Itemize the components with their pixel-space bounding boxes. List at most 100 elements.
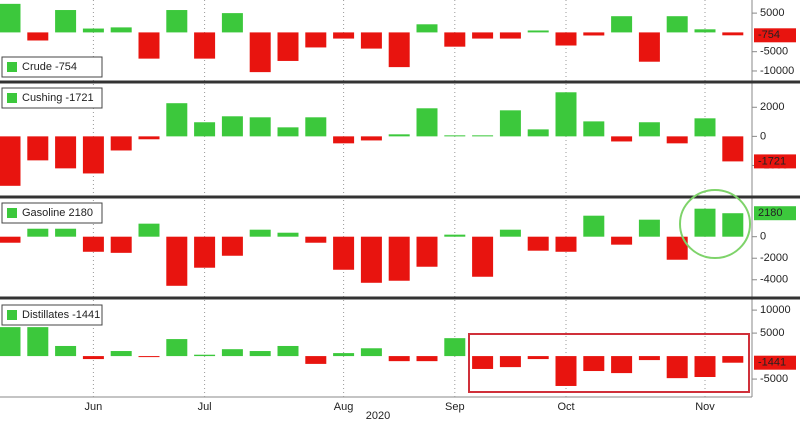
- highlight-circle: [679, 189, 751, 259]
- bar: [333, 32, 355, 39]
- bar: [110, 351, 132, 357]
- y-tick-label: -10000: [760, 65, 794, 77]
- bar: [277, 232, 299, 237]
- bar: [611, 236, 633, 245]
- legend-name: Cushing: [22, 92, 62, 104]
- bar: [555, 32, 577, 46]
- value-label-box: [754, 355, 796, 370]
- bar: [166, 236, 188, 286]
- x-tick-label: Aug: [334, 401, 354, 413]
- bar: [333, 353, 355, 357]
- bar: [638, 122, 660, 137]
- value-label-box: [754, 154, 796, 169]
- panel-separator: [0, 195, 800, 199]
- bar: [194, 236, 216, 268]
- legend-value: -754: [55, 61, 77, 73]
- legend-value: -1721: [65, 92, 93, 104]
- panel-separator: [0, 296, 800, 300]
- bar: [499, 110, 521, 137]
- bar: [166, 103, 188, 137]
- bar: [194, 122, 216, 137]
- legend-swatch: [7, 310, 17, 320]
- bar: [472, 236, 494, 277]
- bar: [583, 32, 605, 36]
- bar: [55, 345, 77, 357]
- bar: [527, 356, 549, 360]
- bar: [277, 345, 299, 357]
- bar: [611, 356, 633, 374]
- bar: [166, 10, 188, 33]
- bar: [666, 16, 688, 33]
- y-tick-label: 0: [760, 231, 766, 243]
- y-tick-label: 2000: [760, 101, 784, 113]
- bar: [388, 356, 410, 362]
- bar: [305, 236, 327, 243]
- bar: [27, 228, 49, 237]
- bar: [360, 136, 382, 141]
- legend-box: [1, 87, 103, 109]
- legend-name: Distillates: [22, 309, 70, 321]
- bar: [444, 32, 466, 47]
- bar: [82, 356, 104, 360]
- bar: [555, 236, 577, 252]
- bar: [638, 32, 660, 62]
- bar: [416, 108, 438, 137]
- bar: [722, 32, 744, 36]
- bar: [221, 236, 243, 256]
- legend-value: 2180: [68, 207, 92, 219]
- bar: [110, 27, 132, 33]
- bar: [194, 32, 216, 59]
- bar: [666, 356, 688, 379]
- bar: [694, 118, 716, 137]
- y-tick-label: 5000: [760, 327, 784, 339]
- x-tick-label: Sep: [445, 401, 465, 413]
- bar: [27, 327, 49, 357]
- value-label-box: [754, 206, 796, 221]
- bar: [388, 32, 410, 68]
- bar: [249, 229, 271, 237]
- bar: [472, 356, 494, 369]
- bar: [27, 136, 49, 161]
- y-tick-label: 5000: [760, 7, 784, 19]
- bar: [138, 223, 160, 237]
- value-label: -1441: [758, 357, 786, 369]
- bar: [583, 356, 605, 372]
- bar: [499, 229, 521, 237]
- legend-box: [1, 56, 103, 78]
- bar: [499, 32, 521, 39]
- bar: [638, 219, 660, 237]
- x-tick-label: Jun: [85, 401, 103, 413]
- legend-swatch: [7, 208, 17, 218]
- bar: [82, 136, 104, 174]
- bar: [55, 136, 77, 169]
- y-tick-label: -2000: [760, 252, 788, 264]
- bar: [0, 236, 21, 243]
- bar: [138, 356, 160, 358]
- bar: [55, 228, 77, 237]
- bar: [444, 338, 466, 357]
- bar: [444, 234, 466, 237]
- value-label: -1721: [758, 155, 786, 167]
- value-label: 2180: [758, 207, 782, 219]
- bar: [499, 356, 521, 368]
- bar: [0, 136, 21, 186]
- legend-swatch: [7, 62, 17, 72]
- bar: [27, 32, 49, 41]
- bar: [611, 136, 633, 142]
- bar: [694, 29, 716, 33]
- y-tick-label: 10000: [760, 304, 791, 316]
- bar: [722, 213, 744, 237]
- bar: [555, 356, 577, 386]
- bar: [249, 117, 271, 137]
- bar: [249, 351, 271, 357]
- bar: [694, 208, 716, 237]
- bar: [305, 32, 327, 48]
- bar: [110, 136, 132, 151]
- panel-separator: [0, 80, 800, 84]
- legend-name: Crude: [22, 61, 52, 73]
- bar: [666, 236, 688, 260]
- bar: [333, 236, 355, 270]
- bar: [0, 3, 21, 33]
- bar: [138, 32, 160, 59]
